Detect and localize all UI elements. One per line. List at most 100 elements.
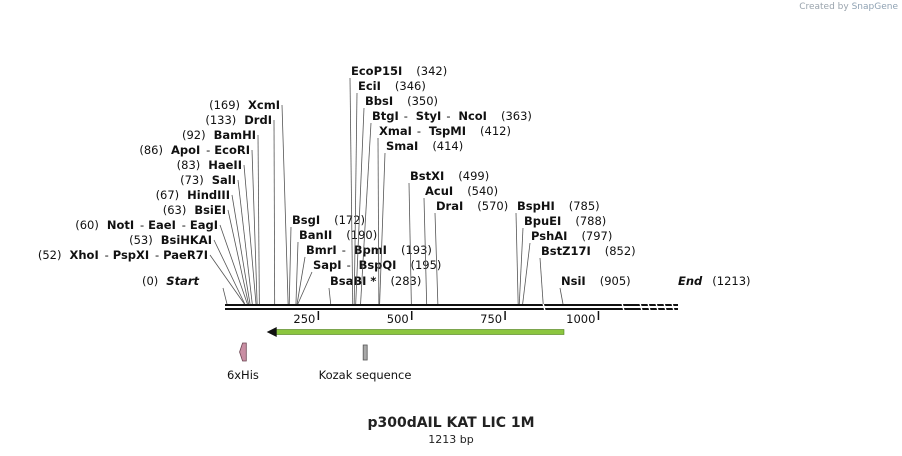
site-position: (570)	[477, 199, 508, 213]
site-name: BspHI	[517, 199, 555, 213]
site-separator: -	[446, 109, 450, 123]
site-name: BbsI	[365, 94, 393, 108]
site-connector	[355, 107, 365, 305]
site-position: (60)	[75, 218, 99, 232]
site-name: HaeII	[208, 158, 242, 172]
feature-label: 6xHis	[227, 368, 259, 382]
site-separator: -	[404, 109, 408, 123]
site-position: (342)	[416, 64, 447, 78]
site-position: (785)	[569, 199, 600, 213]
site-position: (283)	[390, 274, 421, 288]
site-name: XcmI	[248, 98, 280, 112]
site-name: BstZ17I	[541, 244, 591, 258]
site-separator: -	[347, 258, 351, 272]
site-connector	[243, 164, 257, 305]
site-name: AcuI	[425, 184, 453, 198]
site-separator: -	[206, 143, 210, 157]
site-separator: -	[155, 248, 159, 262]
start-label: Start	[166, 274, 199, 288]
site-name: EagI	[190, 218, 218, 232]
credit-prefix: Created by	[799, 2, 849, 12]
site-connector	[559, 287, 564, 305]
site-name: HindIII	[187, 188, 230, 202]
site-position: (412)	[480, 124, 511, 138]
site-name: BmrI	[306, 243, 337, 257]
end-position: (1213)	[712, 274, 750, 288]
axis-tick-label: 750	[480, 312, 502, 326]
feature-kozak-marker	[362, 344, 368, 361]
site-connector	[522, 242, 531, 305]
site-connector	[281, 104, 289, 305]
site-name: BstXI	[410, 169, 444, 183]
site-connector	[295, 241, 299, 305]
site-name: EaeI	[148, 218, 176, 232]
backbone-break-mark	[655, 302, 659, 312]
site-name: SmaI	[386, 139, 418, 153]
site-connector	[518, 227, 524, 305]
site-connector	[408, 182, 412, 305]
backbone-break-mark	[621, 302, 625, 312]
site-name: BanII	[299, 228, 332, 242]
site-connector	[231, 194, 251, 305]
site-position: (414)	[432, 139, 463, 153]
site-connector	[297, 271, 313, 305]
site-name: NcoI	[458, 109, 487, 123]
site-name: ApoI	[171, 143, 200, 157]
start-connector	[222, 287, 228, 305]
site-position: (540)	[467, 184, 498, 198]
site-position: (190)	[346, 228, 377, 242]
site-connector	[288, 226, 292, 305]
site-name: SalI	[212, 173, 236, 187]
site-position: (169)	[209, 98, 240, 112]
start-position: (0)	[142, 274, 158, 288]
site-position: (788)	[575, 214, 606, 228]
site-position: (905)	[600, 274, 631, 288]
site-connector	[379, 152, 386, 305]
plasmid-title: p300dAIL KAT LIC 1M	[367, 415, 535, 431]
site-position: (73)	[180, 173, 204, 187]
backbone-break-mark	[639, 302, 643, 312]
snapgene-brand: SnapGene	[851, 2, 898, 12]
site-name: BsiHKAI	[161, 233, 212, 247]
site-connector	[237, 179, 253, 305]
site-connector	[353, 92, 358, 305]
site-name: DraI	[436, 199, 463, 213]
site-position: (346)	[395, 79, 426, 93]
site-name: BspQI	[359, 258, 397, 272]
axis-tick-label: 1000	[566, 312, 595, 326]
orf-arrow-body	[274, 329, 565, 335]
site-name: SapI	[313, 258, 342, 272]
backbone-break-mark	[671, 302, 675, 312]
site-connector	[296, 256, 306, 305]
site-position: (83)	[177, 158, 201, 172]
site-name: NsiI	[561, 274, 586, 288]
end-label: End	[678, 274, 703, 288]
site-name: PspXI	[113, 248, 149, 262]
site-name: BtgI	[372, 109, 399, 123]
backbone-break-mark	[663, 302, 667, 312]
site-position: (133)	[205, 113, 236, 127]
site-position: (350)	[407, 94, 438, 108]
site-position: (797)	[581, 229, 612, 243]
backbone-break-mark	[647, 302, 651, 312]
site-name: BsaBI *	[330, 274, 376, 288]
orf-arrow-head	[266, 327, 277, 337]
site-position: (193)	[401, 243, 432, 257]
site-position: (92)	[182, 128, 206, 142]
backbone-break-mark	[542, 302, 546, 312]
site-position: (852)	[605, 244, 636, 258]
site-name: BsgI	[292, 213, 320, 227]
site-position: (67)	[156, 188, 180, 202]
site-connector	[251, 149, 258, 305]
site-connector	[273, 119, 276, 305]
site-name: EcoP15I	[351, 64, 402, 78]
site-position: (499)	[458, 169, 489, 183]
site-connector	[209, 254, 245, 305]
site-connector	[219, 224, 248, 305]
site-name: StyI	[416, 109, 442, 123]
site-position: (86)	[139, 143, 163, 157]
feature-label: Kozak sequence	[319, 368, 412, 382]
site-connector	[515, 212, 519, 305]
site-connector	[227, 209, 249, 305]
